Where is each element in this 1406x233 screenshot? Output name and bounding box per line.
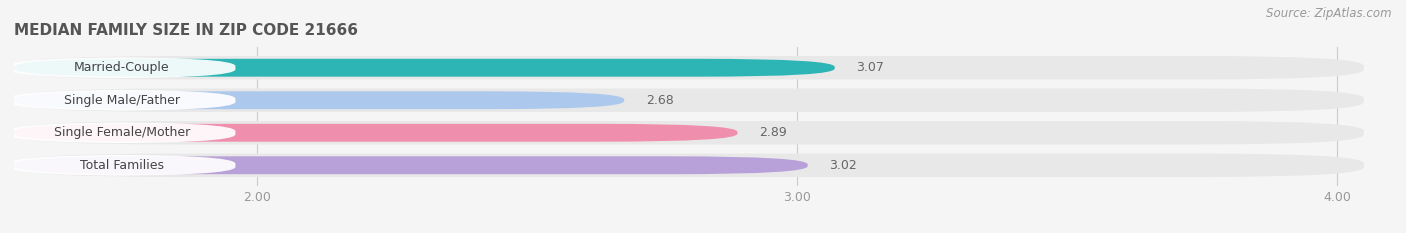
Text: 2.89: 2.89 <box>759 126 787 139</box>
FancyBboxPatch shape <box>14 59 835 77</box>
FancyBboxPatch shape <box>14 124 738 142</box>
FancyBboxPatch shape <box>8 154 235 176</box>
Text: Single Male/Father: Single Male/Father <box>65 94 180 107</box>
Text: Source: ZipAtlas.com: Source: ZipAtlas.com <box>1267 7 1392 20</box>
Text: 2.68: 2.68 <box>645 94 673 107</box>
FancyBboxPatch shape <box>8 57 235 79</box>
Text: MEDIAN FAMILY SIZE IN ZIP CODE 21666: MEDIAN FAMILY SIZE IN ZIP CODE 21666 <box>14 24 359 38</box>
FancyBboxPatch shape <box>14 154 1364 177</box>
FancyBboxPatch shape <box>14 89 1364 112</box>
FancyBboxPatch shape <box>14 121 1364 144</box>
Text: Single Female/Mother: Single Female/Mother <box>53 126 190 139</box>
FancyBboxPatch shape <box>14 156 807 174</box>
FancyBboxPatch shape <box>14 91 624 109</box>
FancyBboxPatch shape <box>14 56 1364 79</box>
FancyBboxPatch shape <box>8 89 235 111</box>
Text: Total Families: Total Families <box>80 159 165 172</box>
Text: 3.02: 3.02 <box>830 159 858 172</box>
Text: 3.07: 3.07 <box>856 61 884 74</box>
Text: Married-Couple: Married-Couple <box>75 61 170 74</box>
FancyBboxPatch shape <box>8 122 235 144</box>
